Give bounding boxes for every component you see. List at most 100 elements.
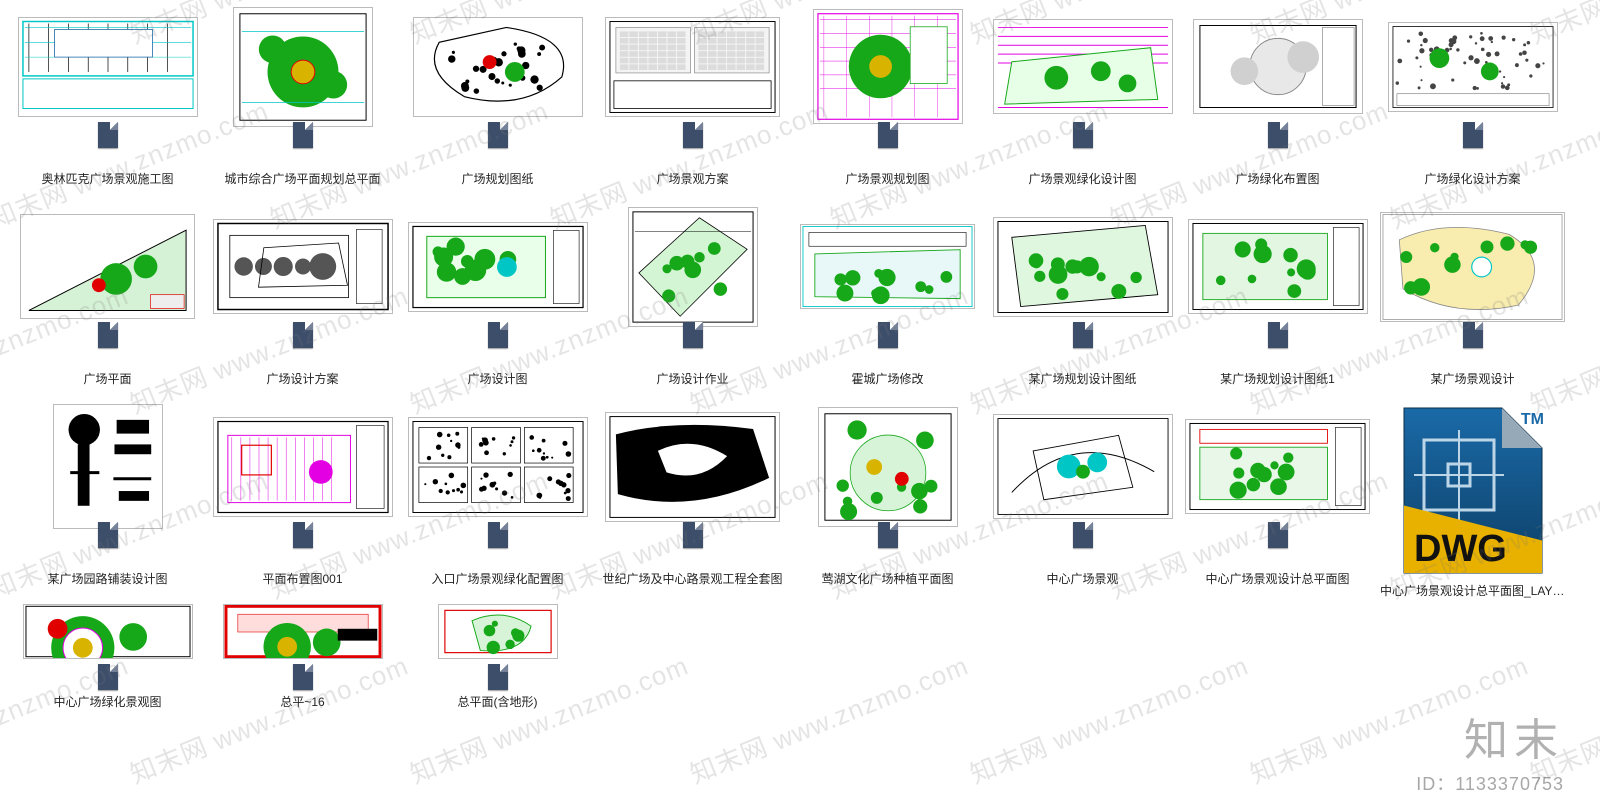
file-item[interactable]: 广场景观规划图 xyxy=(790,4,985,204)
thumbnail[interactable] xyxy=(15,4,200,129)
brand-text: 知末 xyxy=(1464,704,1564,768)
thumbnail[interactable] xyxy=(600,4,785,129)
thumbnail[interactable] xyxy=(990,404,1175,529)
file-type-icon xyxy=(683,522,703,548)
file-type-icon xyxy=(488,664,508,690)
file-item[interactable]: 平面布置图001 xyxy=(205,404,400,604)
file-item[interactable]: 广场设计作业 xyxy=(595,204,790,404)
thumbnail[interactable]: DWG TM xyxy=(1380,404,1565,579)
file-type-icon xyxy=(488,322,508,348)
file-item[interactable]: 世纪广场及中心路景观工程全套图 xyxy=(595,404,790,604)
file-caption: 莺湖文化广场种植平面图 xyxy=(821,571,953,587)
file-type-icon xyxy=(98,322,118,348)
file-type-icon xyxy=(293,522,313,548)
file-item[interactable]: 奥林匹克广场景观施工图 xyxy=(10,4,205,204)
thumbnail[interactable] xyxy=(990,4,1175,129)
file-item[interactable]: 某广场规划设计图纸 xyxy=(985,204,1180,404)
file-caption: 总平~16 xyxy=(280,694,324,710)
file-item[interactable]: 广场规划图纸 xyxy=(400,4,595,204)
thumbnail[interactable] xyxy=(15,204,200,329)
file-item[interactable]: 广场景观方案 xyxy=(595,4,790,204)
thumbnail[interactable] xyxy=(1380,4,1565,129)
thumbnail[interactable] xyxy=(795,4,980,129)
file-caption: 世纪广场及中心路景观工程全套图 xyxy=(602,571,782,587)
thumbnail[interactable] xyxy=(405,204,590,329)
file-type-icon xyxy=(1073,122,1093,148)
file-item[interactable]: 某广场规划设计图纸1 xyxy=(1180,204,1375,404)
file-item[interactable]: 莺湖文化广场种植平面图 xyxy=(790,404,985,604)
file-caption: 某广场规划设计图纸1 xyxy=(1220,371,1335,387)
thumbnail[interactable] xyxy=(795,404,980,529)
file-item[interactable]: 中心广场绿化景观图 xyxy=(10,604,205,754)
thumbnail[interactable] xyxy=(15,404,200,529)
file-caption: 广场绿化布置图 xyxy=(1235,171,1319,187)
file-caption: 城市综合广场平面规划总平面 xyxy=(224,171,380,187)
file-caption: 某广场景观设计 xyxy=(1430,371,1514,387)
file-item[interactable]: 广场绿化布置图 xyxy=(1180,4,1375,204)
file-caption: 广场设计图 xyxy=(467,371,527,387)
svg-text:DWG: DWG xyxy=(1414,528,1507,570)
thumbnail[interactable] xyxy=(1185,404,1370,529)
file-item[interactable]: 入口广场景观绿化配置图 xyxy=(400,404,595,604)
file-type-icon xyxy=(1073,322,1093,348)
file-item[interactable]: 广场设计方案 xyxy=(205,204,400,404)
file-caption: 中心广场景观设计总平面图 xyxy=(1205,571,1349,587)
file-item[interactable]: DWG TM 中心广场景观设计总平面图_LAYOUT1 xyxy=(1375,404,1570,604)
thumbnail[interactable] xyxy=(600,204,785,329)
file-item[interactable]: 广场绿化设计方案 xyxy=(1375,4,1570,204)
file-type-icon xyxy=(1268,522,1288,548)
file-caption: 某广场规划设计图纸 xyxy=(1028,371,1136,387)
file-item[interactable]: 城市综合广场平面规划总平面 xyxy=(205,4,400,204)
file-caption: 广场设计作业 xyxy=(656,371,728,387)
file-caption: 广场景观方案 xyxy=(656,171,728,187)
file-item[interactable]: 某广场园路铺装设计图 xyxy=(10,404,205,604)
file-item[interactable]: 广场设计图 xyxy=(400,204,595,404)
file-caption: 平面布置图001 xyxy=(262,571,342,587)
file-item[interactable]: 中心广场景观设计总平面图 xyxy=(1180,404,1375,604)
file-caption: 中心广场景观设计总平面图_LAYOUT1 xyxy=(1380,583,1565,599)
id-label: ID：1133370753 xyxy=(1416,770,1564,796)
file-caption: 霍城广场修改 xyxy=(851,371,923,387)
file-item[interactable]: 广场平面 xyxy=(10,204,205,404)
file-type-icon xyxy=(1268,322,1288,348)
file-item[interactable]: 总平~16 xyxy=(205,604,400,754)
thumbnail[interactable] xyxy=(1185,4,1370,129)
file-item[interactable]: 霍城广场修改 xyxy=(790,204,985,404)
file-type-icon xyxy=(878,522,898,548)
thumbnail[interactable] xyxy=(1185,204,1370,329)
file-type-icon xyxy=(293,122,313,148)
thumbnail[interactable] xyxy=(210,4,395,129)
thumbnail[interactable] xyxy=(1380,204,1565,329)
file-caption: 中心广场景观 xyxy=(1046,571,1118,587)
file-type-icon xyxy=(1463,122,1483,148)
empty-cell xyxy=(985,604,1180,754)
dwg-file-icon: DWG TM xyxy=(1398,404,1548,579)
thumbnail[interactable] xyxy=(405,4,590,129)
file-caption: 入口广场景观绿化配置图 xyxy=(431,571,563,587)
file-item[interactable]: 总平面(含地形) xyxy=(400,604,595,754)
file-caption: 广场规划图纸 xyxy=(461,171,533,187)
thumbnail[interactable] xyxy=(600,404,785,529)
file-type-icon xyxy=(98,664,118,690)
file-type-icon xyxy=(488,122,508,148)
empty-cell xyxy=(790,604,985,754)
file-type-icon xyxy=(878,322,898,348)
file-type-icon xyxy=(98,522,118,548)
file-item[interactable]: 中心广场景观 xyxy=(985,404,1180,604)
file-caption: 某广场园路铺装设计图 xyxy=(47,571,167,587)
file-caption: 广场景观绿化设计图 xyxy=(1028,171,1136,187)
file-item[interactable]: 广场景观绿化设计图 xyxy=(985,4,1180,204)
svg-text:TM: TM xyxy=(1520,411,1543,428)
thumbnail[interactable] xyxy=(795,204,980,329)
file-type-icon xyxy=(1073,522,1093,548)
thumbnail[interactable] xyxy=(405,404,590,529)
thumbnail[interactable] xyxy=(990,204,1175,329)
thumbnail-grid: 奥林匹克广场景观施工图城市综合广场平面规划总平面 广场规划图纸 广场景观方案 广场景观… xyxy=(0,0,1600,754)
thumbnail[interactable] xyxy=(210,204,395,329)
file-item[interactable]: 某广场景观设计 xyxy=(1375,204,1570,404)
file-caption: 中心广场绿化景观图 xyxy=(53,694,161,710)
file-type-icon xyxy=(683,122,703,148)
empty-cell xyxy=(1180,604,1375,754)
file-type-icon xyxy=(1268,122,1288,148)
thumbnail[interactable] xyxy=(210,404,395,529)
